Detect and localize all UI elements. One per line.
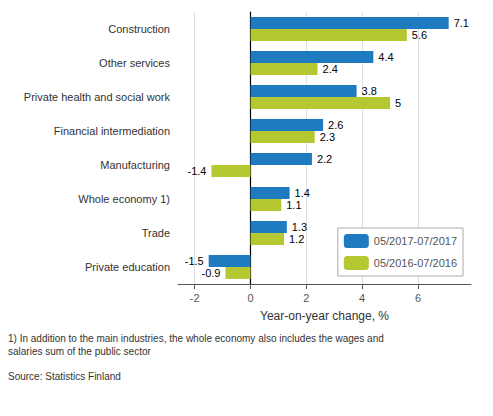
svg-text:2: 2 xyxy=(303,292,309,304)
svg-text:5: 5 xyxy=(395,97,401,109)
svg-text:2.4: 2.4 xyxy=(323,63,338,75)
svg-text:2.2: 2.2 xyxy=(317,153,332,165)
svg-text:4.4: 4.4 xyxy=(378,51,393,63)
svg-text:1.3: 1.3 xyxy=(292,221,307,233)
svg-text:-2: -2 xyxy=(190,292,200,304)
svg-text:1.4: 1.4 xyxy=(295,187,310,199)
svg-text:Private education: Private education xyxy=(85,261,170,273)
svg-text:4: 4 xyxy=(359,292,365,304)
svg-text:Manufacturing: Manufacturing xyxy=(100,159,170,171)
svg-text:Construction: Construction xyxy=(108,23,170,35)
svg-text:Year-on-year change, %: Year-on-year change, % xyxy=(260,309,389,323)
svg-text:salaries sum of the public sec: salaries sum of the public sector xyxy=(8,346,152,357)
svg-text:Private health and social work: Private health and social work xyxy=(24,91,171,103)
svg-text:-1.5: -1.5 xyxy=(185,255,204,267)
svg-text:1.2: 1.2 xyxy=(289,233,304,245)
svg-text:-0.9: -0.9 xyxy=(201,267,220,279)
svg-text:Source: Statistics Finland: Source: Statistics Finland xyxy=(8,371,121,382)
svg-text:-1.4: -1.4 xyxy=(188,165,207,177)
svg-text:6: 6 xyxy=(415,292,421,304)
svg-text:2.3: 2.3 xyxy=(320,131,335,143)
svg-text:1) In addition to the main ind: 1) In addition to the main industries, t… xyxy=(8,333,384,344)
svg-text:1.1: 1.1 xyxy=(286,199,301,211)
svg-text:2.6: 2.6 xyxy=(328,119,343,131)
svg-text:5.6: 5.6 xyxy=(412,29,427,41)
svg-text:05/2016-07/2016: 05/2016-07/2016 xyxy=(374,257,457,269)
svg-text:0: 0 xyxy=(247,292,253,304)
svg-text:Whole economy 1): Whole economy 1) xyxy=(78,193,170,205)
svg-text:Other services: Other services xyxy=(99,57,170,69)
svg-text:3.8: 3.8 xyxy=(362,85,377,97)
svg-text:Financial intermediation: Financial intermediation xyxy=(54,125,170,137)
svg-text:05/2017-07/2017: 05/2017-07/2017 xyxy=(374,235,457,247)
svg-text:Trade: Trade xyxy=(142,227,170,239)
svg-text:7.1: 7.1 xyxy=(454,17,469,29)
